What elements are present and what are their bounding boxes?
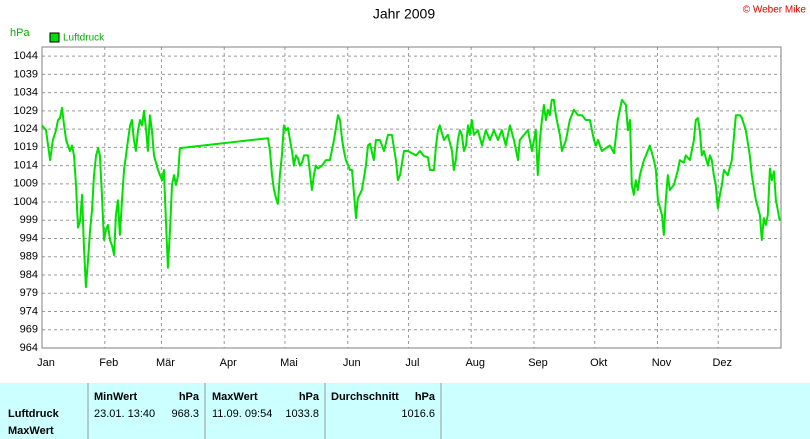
x-tick-label: Aug bbox=[465, 357, 485, 369]
y-tick-label: 1044 bbox=[14, 50, 38, 62]
legend-swatch bbox=[49, 32, 60, 43]
x-tick-label: Jun bbox=[343, 357, 361, 369]
x-tick-label: Feb bbox=[99, 357, 118, 369]
value-cell: 1016.6 bbox=[401, 408, 435, 420]
y-tick-label: 994 bbox=[20, 232, 38, 244]
row-label: MaxWert bbox=[8, 425, 54, 437]
y-tick-label: 1019 bbox=[14, 141, 38, 153]
value-cell: 968.3 bbox=[171, 408, 199, 420]
x-tick-label: Nov bbox=[652, 357, 672, 369]
column-header: MaxWert bbox=[212, 391, 258, 403]
y-tick-label: 989 bbox=[20, 251, 38, 263]
chart-title: Jahr 2009 bbox=[373, 6, 435, 22]
y-tick-label: 984 bbox=[20, 269, 38, 281]
y-tick-label: 974 bbox=[20, 305, 38, 317]
x-tick-label: Jul bbox=[405, 357, 419, 369]
x-tick-label: Dez bbox=[712, 357, 732, 369]
column-unit: hPa bbox=[415, 391, 436, 403]
y-tick-label: 1034 bbox=[14, 87, 38, 99]
y-axis-label: hPa bbox=[10, 27, 30, 39]
legend: Luftdruck bbox=[49, 32, 105, 44]
row-label: Luftdruck bbox=[8, 408, 60, 420]
x-tick-label: Okt bbox=[590, 357, 607, 369]
y-tick-label: 1039 bbox=[14, 68, 38, 80]
y-tick-label: 1004 bbox=[14, 196, 38, 208]
x-tick-label: Jan bbox=[37, 357, 55, 369]
y-tick-label: 979 bbox=[20, 287, 38, 299]
column-unit: hPa bbox=[179, 391, 200, 403]
y-tick-label: 969 bbox=[20, 324, 38, 336]
data-line bbox=[41, 98, 781, 289]
y-tick-label: 1009 bbox=[14, 178, 38, 190]
plot-frame bbox=[41, 46, 782, 349]
summary-panel bbox=[0, 383, 810, 439]
legend-label: Luftdruck bbox=[63, 33, 105, 44]
value-cell: 1033.8 bbox=[285, 408, 319, 420]
x-tick-label: Apr bbox=[220, 357, 237, 369]
x-tick-label: Mai bbox=[280, 357, 298, 369]
time-cell: 11.09. 09:54 bbox=[212, 408, 272, 420]
y-tick-label: 1029 bbox=[14, 105, 38, 117]
column-header: MinWert bbox=[94, 391, 138, 403]
time-cell: 23.01. 13:40 bbox=[94, 408, 155, 420]
y-tick-label: 1024 bbox=[14, 123, 38, 135]
y-tick-label: 999 bbox=[20, 214, 38, 226]
x-tick-label: Mär bbox=[156, 357, 175, 369]
summary-table: Luftdruck MaxWert MinWert hPa 23.01. 13:… bbox=[8, 383, 442, 439]
column-unit: hPa bbox=[299, 391, 320, 403]
y-tick-label: 964 bbox=[20, 342, 38, 354]
background bbox=[0, 0, 810, 383]
copyright: © Weber Mike bbox=[743, 5, 807, 16]
x-tick-label: Sep bbox=[528, 357, 548, 369]
y-tick-label: 1014 bbox=[14, 159, 38, 171]
column-header: Durchschnitt bbox=[331, 391, 399, 403]
